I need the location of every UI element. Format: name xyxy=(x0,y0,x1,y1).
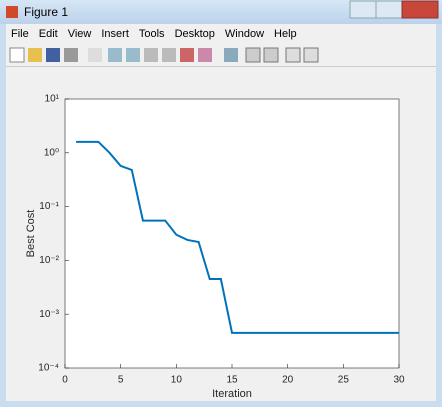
window-title: Figure 1 xyxy=(24,5,68,19)
x-tick-label: 0 xyxy=(62,375,68,386)
menu-item[interactable]: File xyxy=(11,28,29,40)
toolbar-icons xyxy=(6,44,436,66)
link-icon[interactable] xyxy=(224,48,238,62)
x-tick-label: 5 xyxy=(118,375,124,386)
menu-bar: File Edit View Insert Tools Desktop Window Help xyxy=(6,24,436,44)
y-axis-label: Best Cost xyxy=(25,210,37,258)
legend-icon[interactable] xyxy=(264,48,278,62)
y-tick-label: 10⁻³ xyxy=(39,309,59,320)
chart: 10⁻⁴ 10⁻³ 10⁻² 10⁻¹ 10⁰ 10¹ 0 5 10 15 20 25 30 Iterat… xyxy=(6,67,436,401)
axes-background xyxy=(65,99,399,368)
y-tick-label: 10⁰ xyxy=(44,147,59,158)
x-tick-label: 30 xyxy=(393,375,405,386)
x-tick-label: 10 xyxy=(171,375,183,386)
y-tick-label: 10¹ xyxy=(45,94,60,105)
y-tick-label: 10⁻¹ xyxy=(39,201,59,212)
brush-icon[interactable] xyxy=(198,48,212,62)
menu-item[interactable]: Tools xyxy=(139,28,165,40)
app-icon xyxy=(6,6,18,18)
x-axis-label: Iteration xyxy=(212,388,252,400)
menu-item[interactable]: Window xyxy=(225,28,264,40)
minimize-button[interactable] xyxy=(350,1,376,18)
menu-item[interactable]: Desktop xyxy=(175,28,215,40)
save-icon[interactable] xyxy=(46,48,60,62)
pan-icon[interactable] xyxy=(144,48,158,62)
open-icon[interactable] xyxy=(28,48,42,62)
colorbar-icon[interactable] xyxy=(246,48,260,62)
title-bar: Figure 1 xyxy=(0,0,442,24)
toolbar xyxy=(6,44,436,67)
zoom-in-icon[interactable] xyxy=(108,48,122,62)
x-tick-label: 25 xyxy=(338,375,350,386)
show-tools-icon[interactable] xyxy=(304,48,318,62)
pointer-icon[interactable] xyxy=(88,48,102,62)
datacursor-icon[interactable] xyxy=(180,48,194,62)
x-tick-label: 15 xyxy=(226,375,238,386)
menu-item[interactable]: Help xyxy=(274,28,297,40)
maximize-button[interactable] xyxy=(376,1,402,18)
new-icon[interactable] xyxy=(10,48,24,62)
close-button[interactable] xyxy=(402,1,438,18)
x-tick-label: 20 xyxy=(282,375,294,386)
y-tick-label: 10⁻² xyxy=(39,255,59,266)
menu-item[interactable]: Insert xyxy=(101,28,129,40)
zoom-out-icon[interactable] xyxy=(126,48,140,62)
hide-tools-icon[interactable] xyxy=(286,48,300,62)
rotate-icon[interactable] xyxy=(162,48,176,62)
figure-window: Figure 1 File Edit View Insert Tools Desktop W… xyxy=(0,0,442,407)
menu-item[interactable]: Edit xyxy=(39,28,58,40)
menu-item[interactable]: View xyxy=(68,28,92,40)
print-icon[interactable] xyxy=(64,48,78,62)
y-tick-label: 10⁻⁴ xyxy=(38,363,59,374)
